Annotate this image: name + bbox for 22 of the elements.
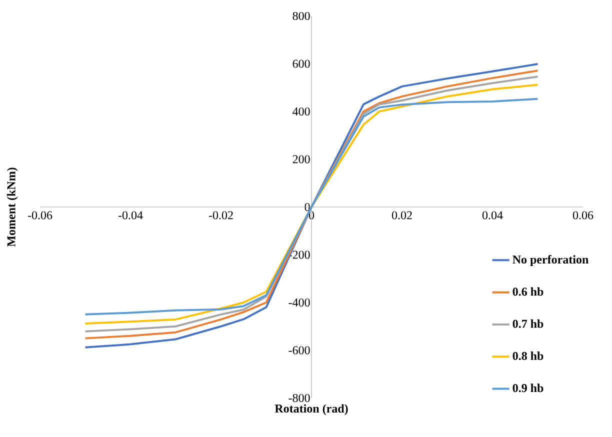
- x-axis-title: Rotation (rad): [274, 404, 348, 416]
- x-tick-label: -0.06: [28, 211, 52, 220]
- y-tick-label: 200: [292, 155, 310, 164]
- x-tick-label: 0.02: [392, 211, 412, 220]
- y-tick-label: 0: [304, 202, 310, 212]
- y-tick-label: 800: [292, 12, 310, 20]
- legend-label: 0.9 hb: [512, 384, 544, 392]
- x-tick-label: -0.02: [208, 211, 233, 220]
- x-tick-label: 0.04: [482, 211, 503, 220]
- y-axis-title: Moment (kNm): [6, 168, 18, 247]
- y-tick-label: 400: [292, 107, 310, 116]
- y-tick-label: -200: [288, 250, 310, 259]
- legend-label: 0.8 hb: [512, 352, 544, 360]
- x-tick-label: -0.04: [118, 211, 143, 220]
- y-tick-label: 600: [292, 60, 310, 68]
- legend-label: 0.7 hb: [512, 319, 544, 328]
- x-tick-label: 0.06: [572, 211, 594, 220]
- y-tick-label: -400: [288, 298, 310, 307]
- legend-label: 0.6 hb: [512, 287, 544, 296]
- y-tick-label: -600: [288, 346, 310, 354]
- y-tick-label: -800: [288, 394, 310, 402]
- legend-label: No perforation: [512, 255, 588, 266]
